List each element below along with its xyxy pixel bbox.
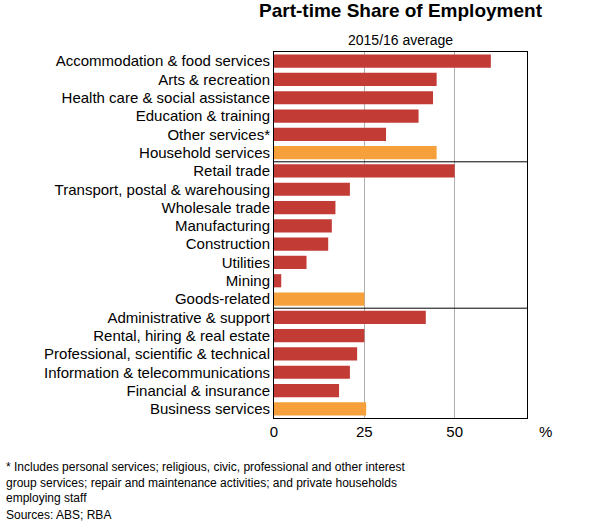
svg-text:25: 25 (356, 423, 373, 440)
svg-text:Accommodation & food services: Accommodation & food services (56, 52, 270, 69)
svg-text:2015/16 average: 2015/16 average (348, 32, 453, 48)
svg-text:Information & telecommunicatio: Information & telecommunications (44, 364, 270, 381)
svg-text:Goods-related: Goods-related (175, 290, 270, 307)
svg-text:Utilities: Utilities (222, 254, 270, 271)
svg-text:Household services: Household services (139, 144, 270, 161)
svg-text:Wholesale trade: Wholesale trade (162, 199, 270, 216)
svg-text:Health care & social assistanc: Health care & social assistance (62, 89, 270, 106)
svg-text:Part-time Share of Employment: Part-time Share of Employment (259, 0, 543, 21)
svg-text:Sources: ABS; RBA: Sources: ABS; RBA (6, 508, 111, 522)
svg-text:Manufacturing: Manufacturing (175, 217, 270, 234)
svg-text:Rental, hiring & real estate: Rental, hiring & real estate (93, 327, 270, 344)
svg-text:Mining: Mining (226, 272, 270, 289)
svg-text:50: 50 (446, 423, 463, 440)
svg-text:Transport, postal & warehousin: Transport, postal & warehousing (55, 181, 270, 198)
svg-text:Arts & recreation: Arts & recreation (158, 71, 270, 88)
svg-text:Administrative & support: Administrative & support (107, 309, 270, 326)
svg-text:* Includes personal services;: * Includes personal services; religious,… (6, 460, 406, 505)
svg-text:0: 0 (270, 423, 278, 440)
svg-text:Education & training: Education & training (136, 107, 270, 124)
svg-text:Construction: Construction (186, 235, 270, 252)
svg-text:Other services*: Other services* (167, 126, 270, 143)
svg-text:Business services: Business services (150, 400, 270, 417)
svg-text:Financial & insurance: Financial & insurance (127, 382, 270, 399)
svg-text:Retail trade: Retail trade (193, 162, 270, 179)
svg-text:%: % (539, 423, 552, 440)
svg-text:Professional, scientific & tec: Professional, scientific & technical (44, 345, 270, 362)
